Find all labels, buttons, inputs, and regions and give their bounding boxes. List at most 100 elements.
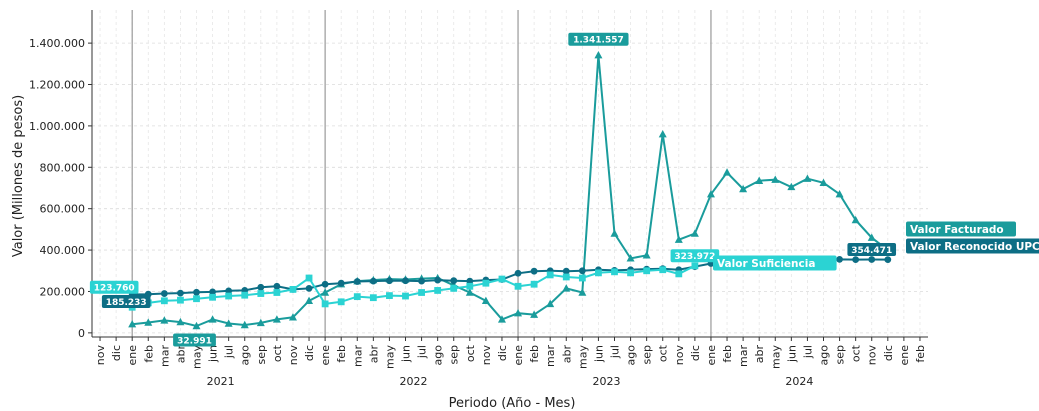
data-point: [595, 269, 602, 277]
data-point: [402, 277, 409, 285]
x-axis-ticks: nov dic ene feb mar abr may jun jul ago sep oct nov d…: [94, 337, 927, 369]
x-tick-label: may: [191, 345, 204, 369]
data-point: [240, 320, 249, 329]
x-tick-label: ene: [512, 345, 525, 366]
data-point: [514, 282, 522, 290]
data-label-bg: [568, 32, 629, 46]
series-name-bg: [906, 238, 1039, 254]
y-tick-label: 1.200.000: [29, 79, 85, 92]
x-tick-label: may: [383, 345, 396, 369]
data-point: [852, 256, 860, 263]
year-labels: 2021 2022 2023 2024: [207, 375, 814, 388]
data-point: [498, 275, 506, 283]
x-tick-label: dic: [882, 345, 895, 361]
data-label: 354.471: [851, 246, 892, 256]
data-point: [739, 184, 748, 193]
data-label: 1.341.557: [573, 36, 624, 46]
series-line: [131, 264, 696, 309]
x-tick-label: dic: [689, 345, 702, 361]
x-tick-label: oct: [657, 344, 670, 362]
data-point: [305, 284, 313, 292]
x-tick-label: oct: [464, 344, 477, 362]
data-point: [305, 274, 313, 282]
y-axis-ticks: 0 200.000 400.000 600.000 800.000 1.000.000 1.…: [29, 37, 92, 340]
data-point: [160, 290, 168, 297]
data-point: [610, 229, 619, 237]
data-point: [530, 310, 539, 318]
x-tick-label: jul: [609, 345, 622, 359]
data-point: [771, 175, 780, 183]
x-tick-label: may: [769, 345, 782, 369]
data-point: [465, 288, 474, 296]
data-point: [497, 315, 506, 323]
data-point: [256, 318, 265, 327]
data-point: [128, 319, 137, 328]
annotations-layer: 32.991 1.341.557 185.233 354.471 123.760 323.…: [89, 32, 897, 347]
x-tick-label: abr: [174, 345, 187, 364]
data-point: [578, 288, 587, 296]
data-point: [690, 229, 699, 237]
x-tick-label: feb: [528, 345, 541, 363]
year-label: 2022: [400, 375, 428, 388]
series-name-bg: [713, 255, 837, 271]
y-axis-label: Valor (Millones de pesos): [11, 95, 26, 257]
data-point: [273, 282, 281, 290]
data-point: [835, 189, 844, 198]
x-tick-label: feb: [335, 345, 348, 363]
data-point: [530, 267, 538, 275]
data-point: [192, 321, 201, 330]
data-point: [466, 282, 474, 290]
data-point: [642, 251, 651, 259]
data-label-bg: [847, 242, 897, 256]
x-tick-label: sep: [448, 345, 461, 364]
data-point: [321, 288, 330, 296]
data-point: [481, 296, 490, 304]
data-point: [209, 293, 216, 301]
data-point: [867, 233, 876, 241]
data-point: [562, 267, 570, 275]
data-point: [193, 288, 200, 296]
data-point: [674, 235, 683, 243]
x-tick-label: ago: [239, 345, 252, 366]
series-name-label: Valor Suficiencia: [717, 258, 815, 270]
data-point: [288, 313, 297, 321]
x-tick-label: jul: [416, 345, 429, 359]
x-tick-label: sep: [641, 345, 654, 364]
data-point: [160, 316, 169, 324]
x-tick-label: sep: [834, 345, 847, 364]
data-point: [353, 278, 361, 285]
y-tick-label: 600.000: [40, 203, 86, 216]
x-tick-label: mar: [158, 345, 171, 367]
x-tick-label: jun: [400, 345, 413, 363]
data-point: [225, 287, 233, 295]
data-point: [177, 296, 184, 304]
data-point: [369, 277, 377, 285]
y-tick-label: 200.000: [40, 285, 86, 298]
y-tick-label: 1.400.000: [29, 37, 85, 50]
data-point: [386, 292, 393, 300]
data-point: [402, 292, 409, 300]
data-point: [176, 317, 185, 326]
data-point: [466, 277, 474, 285]
data-point: [723, 168, 732, 176]
data-point: [208, 315, 217, 323]
data-point: [611, 268, 618, 276]
series-name-label: Valor Facturado: [910, 224, 1004, 236]
data-point: [594, 51, 603, 59]
data-point: [546, 271, 554, 279]
data-point: [386, 277, 393, 285]
series-layer: [128, 51, 892, 330]
year-label: 2023: [592, 375, 620, 388]
data-point: [627, 269, 634, 277]
y-tick-label: 1.000.000: [29, 120, 85, 133]
data-point: [241, 291, 249, 299]
x-tick-label: abr: [753, 345, 766, 364]
data-point: [289, 285, 297, 293]
x-tick-label: abr: [367, 345, 380, 364]
x-tick-label: ago: [432, 345, 445, 366]
data-point: [434, 287, 442, 294]
data-point: [868, 256, 876, 263]
x-tick-label: abr: [560, 345, 573, 364]
x-tick-label: sep: [255, 345, 268, 364]
